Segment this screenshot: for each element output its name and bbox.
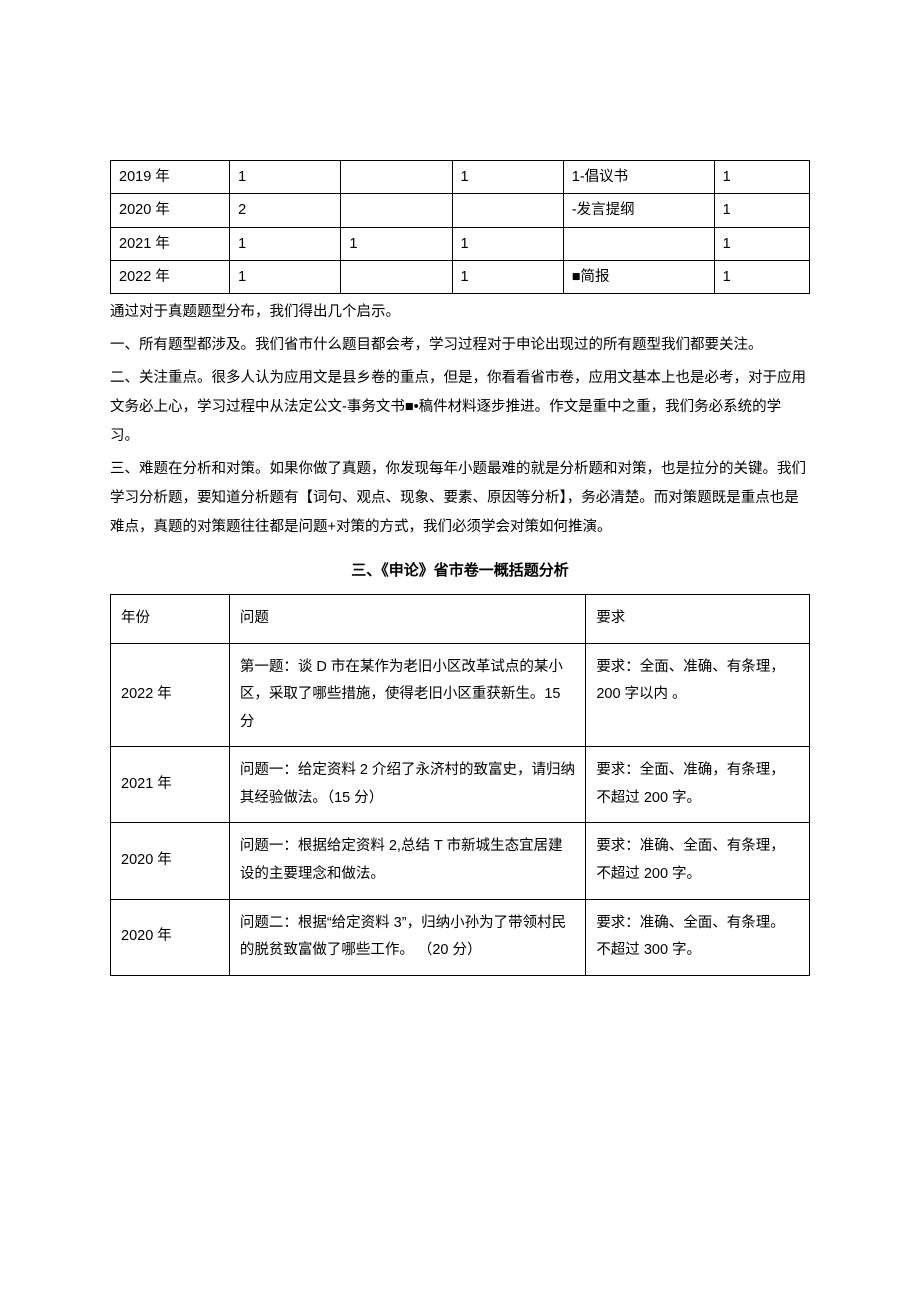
cell: -发言提纲: [563, 194, 714, 227]
table-row: 2020 年 问题二：根据“给定资料 3”，归纳小孙为了带领村民的脱贫致富做了哪…: [111, 899, 810, 975]
cell-requirement: 要求：全面、准确、有条理，200 字以内 。: [586, 643, 810, 747]
cell-question: 第一题：谈 D 市在某作为老旧小区改革试点的某小区，采取了哪些措施，使得老旧小区…: [229, 643, 585, 747]
summary-question-analysis-table: 年份 问题 要求 2022 年 第一题：谈 D 市在某作为老旧小区改革试点的某小…: [110, 594, 810, 975]
cell: 1: [714, 260, 809, 293]
cell: ■简报: [563, 260, 714, 293]
cell: 1: [714, 161, 809, 194]
cell-year: 2020 年: [111, 194, 230, 227]
cell-requirement: 要求：准确、全面、有条理。不超过 300 字。: [586, 899, 810, 975]
paragraph: 二、关注重点。很多人认为应用文是县乡卷的重点，但是，你看看省市卷，应用文基本上也…: [110, 364, 810, 451]
cell: 1: [230, 227, 341, 260]
header-year: 年份: [111, 595, 230, 644]
paragraph: 三、难题在分析和对策。如果你做了真题，你发现每年小题最难的就是分析题和对策，也是…: [110, 455, 810, 542]
cell-requirement: 要求：准确、全面、有条理，不超过 200 字。: [586, 823, 810, 899]
cell-year: 2021 年: [111, 747, 230, 823]
table-row: 2020 年 问题一：根据给定资料 2,总结 T 市新城生态宜居建设的主要理念和…: [111, 823, 810, 899]
table-row: 2021 年 1 1 1 1: [111, 227, 810, 260]
section-title: 三、《申论》省市卷一概括题分析: [110, 556, 810, 586]
cell: 1: [714, 194, 809, 227]
question-type-distribution-table: 2019 年 1 1 1-倡议书 1 2020 年 2 -发言提纲 1 2021…: [110, 160, 810, 294]
table-row: 2020 年 2 -发言提纲 1: [111, 194, 810, 227]
cell: 1: [230, 260, 341, 293]
cell: 1: [452, 227, 563, 260]
cell-year: 2019 年: [111, 161, 230, 194]
cell: [341, 194, 452, 227]
cell: 1-倡议书: [563, 161, 714, 194]
table-header-row: 年份 问题 要求: [111, 595, 810, 644]
cell: 1: [341, 227, 452, 260]
cell-year: 2020 年: [111, 823, 230, 899]
cell-question: 问题一：根据给定资料 2,总结 T 市新城生态宜居建设的主要理念和做法。: [229, 823, 585, 899]
cell: 1: [714, 227, 809, 260]
table-row: 2022 年 第一题：谈 D 市在某作为老旧小区改革试点的某小区，采取了哪些措施…: [111, 643, 810, 747]
table-row: 2021 年 问题一：给定资料 2 介绍了永济村的致富史，请归纳其经验做法。（1…: [111, 747, 810, 823]
cell: 1: [452, 260, 563, 293]
table-row: 2019 年 1 1 1-倡议书 1: [111, 161, 810, 194]
cell: [452, 194, 563, 227]
header-requirement: 要求: [586, 595, 810, 644]
cell: 1: [452, 161, 563, 194]
table-row: 2022 年 1 1 ■简报 1: [111, 260, 810, 293]
cell: 1: [230, 161, 341, 194]
cell-requirement: 要求：全面、准确，有条理，不超过 200 字。: [586, 747, 810, 823]
cell-year: 2021 年: [111, 227, 230, 260]
cell-year: 2022 年: [111, 260, 230, 293]
paragraph: 一、所有题型都涉及。我们省市什么题目都会考，学习过程对于申论出现过的所有题型我们…: [110, 331, 810, 360]
header-question: 问题: [229, 595, 585, 644]
cell-question: 问题一：给定资料 2 介绍了永济村的致富史，请归纳其经验做法。（15 分）: [229, 747, 585, 823]
cell: [563, 227, 714, 260]
cell: [341, 161, 452, 194]
cell-year: 2020 年: [111, 899, 230, 975]
cell: [341, 260, 452, 293]
page-content: 2019 年 1 1 1-倡议书 1 2020 年 2 -发言提纲 1 2021…: [0, 0, 920, 1096]
cell-year: 2022 年: [111, 643, 230, 747]
paragraph: 通过对于真题题型分布，我们得出几个启示。: [110, 298, 810, 327]
cell: 2: [230, 194, 341, 227]
cell-question: 问题二：根据“给定资料 3”，归纳小孙为了带领村民的脱贫致富做了哪些工作。 （2…: [229, 899, 585, 975]
